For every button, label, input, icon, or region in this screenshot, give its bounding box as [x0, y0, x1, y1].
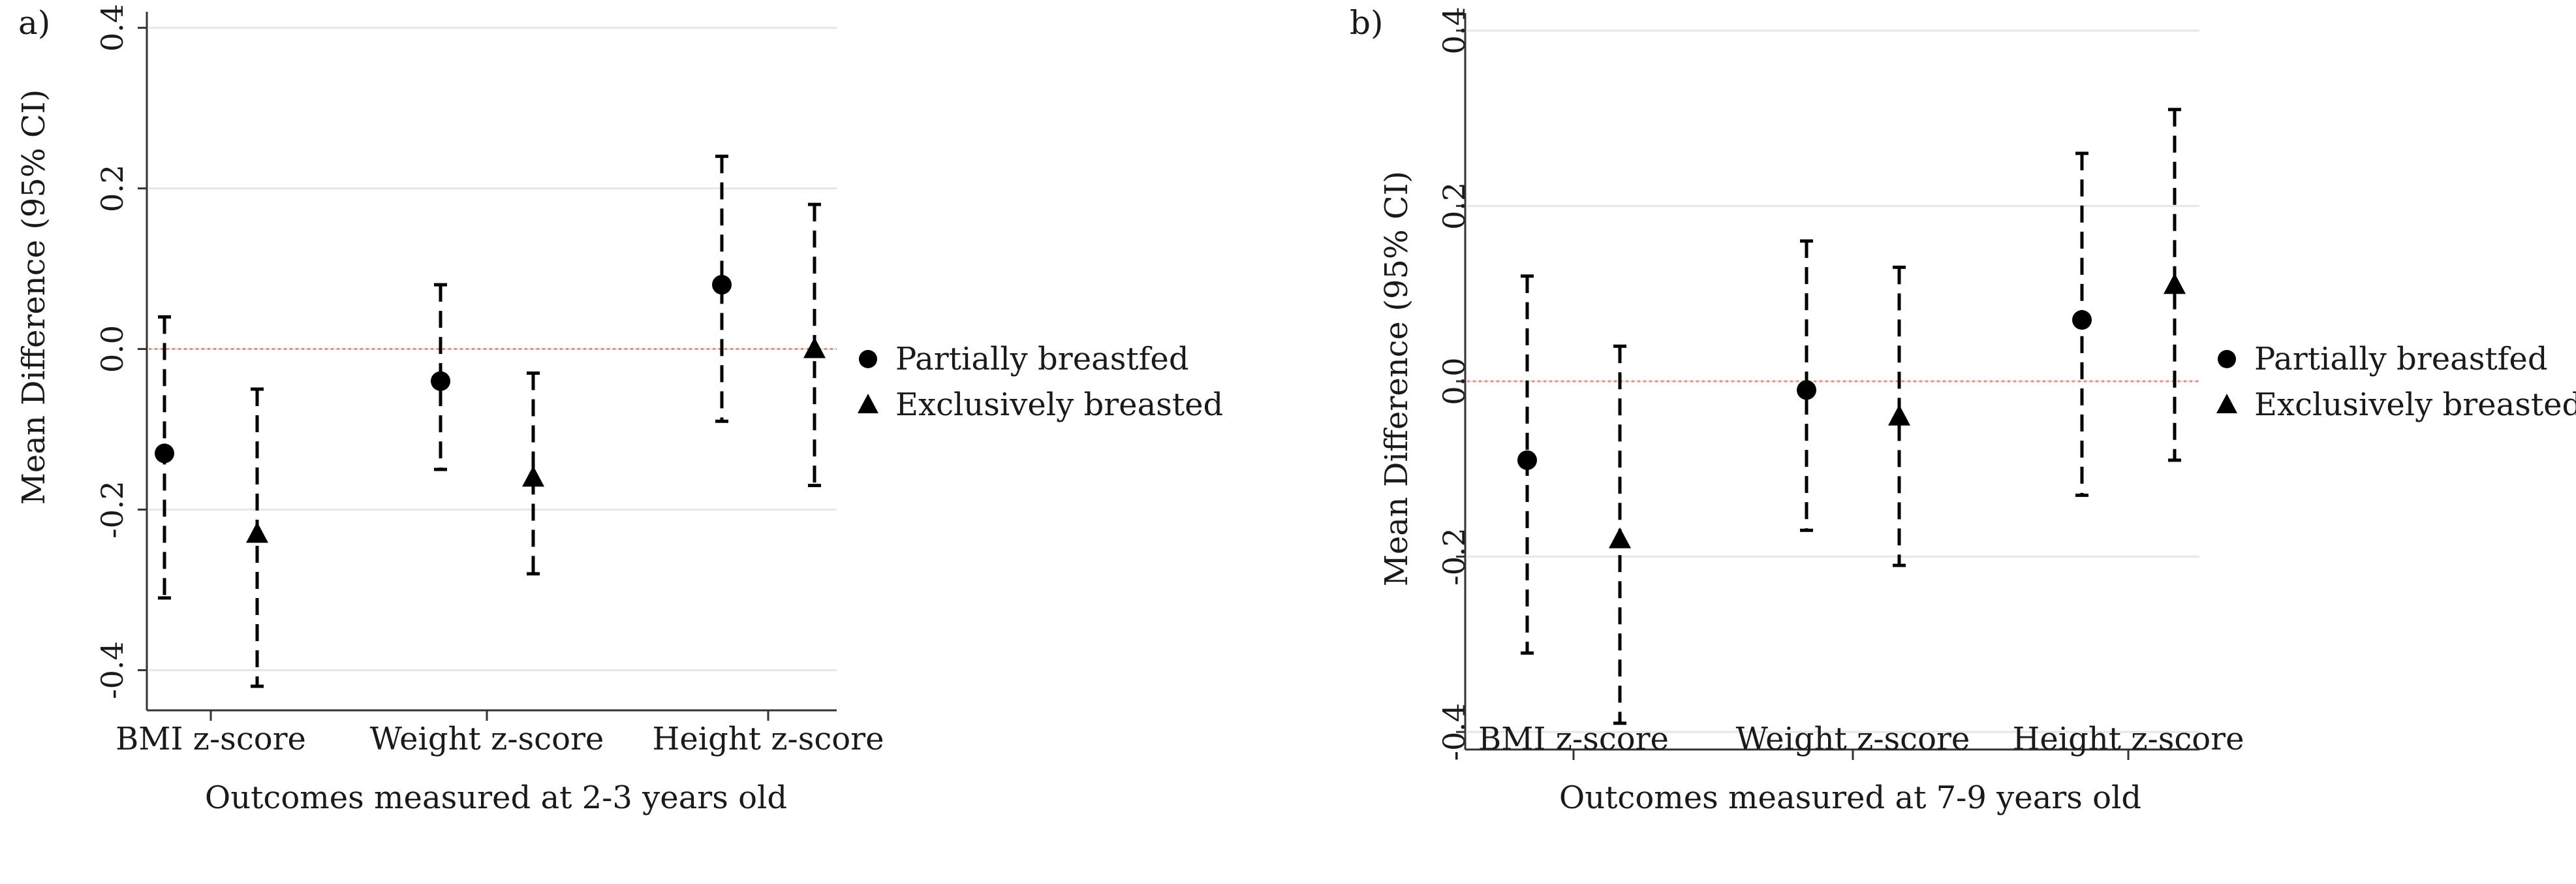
x-tick-label: Height z-score	[2012, 721, 2244, 757]
point-exclusively-breasted	[2164, 273, 2186, 294]
legend-label: Exclusively breasted	[2254, 387, 2576, 423]
point-exclusively-breasted	[1609, 527, 1631, 548]
y-tick-label: -0.2	[1436, 528, 1472, 586]
x-tick-label: Weight z-score	[1736, 721, 1970, 757]
y-tick-label: 0.0	[1436, 357, 1472, 405]
panel-label: b)	[1350, 4, 1384, 42]
legend-circle-icon	[859, 350, 877, 368]
x-tick-label: BMI z-score	[116, 721, 306, 757]
legend-triangle-icon	[2216, 394, 2237, 413]
chart-panel-a: a) 0.4 0.2 0.0 -0.2 -0.4 BMI z-score Weight z-s…	[16, 4, 1223, 816]
y-tick-label: 0.4	[1436, 7, 1472, 54]
chart-panel-b: b) 0.4 0.2 0.0 -0.2 -0.4 BMI z-score Weight z-s…	[1350, 4, 2576, 816]
x-tick-label: BMI z-score	[1478, 721, 1669, 757]
x-axis-title: Outcomes measured at 2-3 years old	[205, 780, 787, 816]
x-tick-label: Height z-score	[652, 721, 884, 757]
point-exclusively-breasted	[246, 522, 268, 543]
legend: Partially breastfed Exclusively breasted	[858, 341, 1223, 423]
point-exclusively-breasted	[522, 466, 544, 487]
point-partially-breastfed	[1797, 380, 1816, 400]
point-exclusively-breasted	[1888, 404, 1910, 426]
point-partially-breastfed	[431, 371, 450, 391]
y-tick-label: 0.2	[1436, 182, 1472, 230]
point-exclusively-breasted	[803, 337, 826, 358]
legend: Partially breastfed Exclusively breasted	[2216, 341, 2576, 423]
y-tick-label: 0.2	[95, 165, 130, 212]
legend-label: Partially breastfed	[2254, 341, 2548, 377]
y-tick-label: -0.4	[95, 641, 130, 699]
legend-label: Partially breastfed	[895, 341, 1189, 377]
point-partially-breastfed	[1517, 450, 1537, 470]
legend-circle-icon	[2218, 350, 2236, 368]
y-axis-title: Mean Difference (95% CI)	[1378, 171, 1415, 587]
x-axis-title: Outcomes measured at 7-9 years old	[1559, 780, 2141, 816]
x-tick-label: Weight z-score	[370, 721, 604, 757]
panel-label: a)	[18, 4, 50, 42]
point-partially-breastfed	[155, 443, 174, 464]
point-partially-breastfed	[712, 275, 732, 295]
y-tick-label: 0.4	[95, 4, 130, 52]
y-tick-label: 0.0	[95, 325, 130, 373]
y-axis-title: Mean Difference (95% CI)	[16, 89, 52, 505]
y-tick-label: -0.2	[95, 481, 130, 539]
legend-triangle-icon	[858, 394, 878, 413]
y-tick-label: -0.4	[1436, 703, 1472, 761]
point-partially-breastfed	[2072, 310, 2092, 330]
legend-label: Exclusively breasted	[895, 387, 1223, 423]
